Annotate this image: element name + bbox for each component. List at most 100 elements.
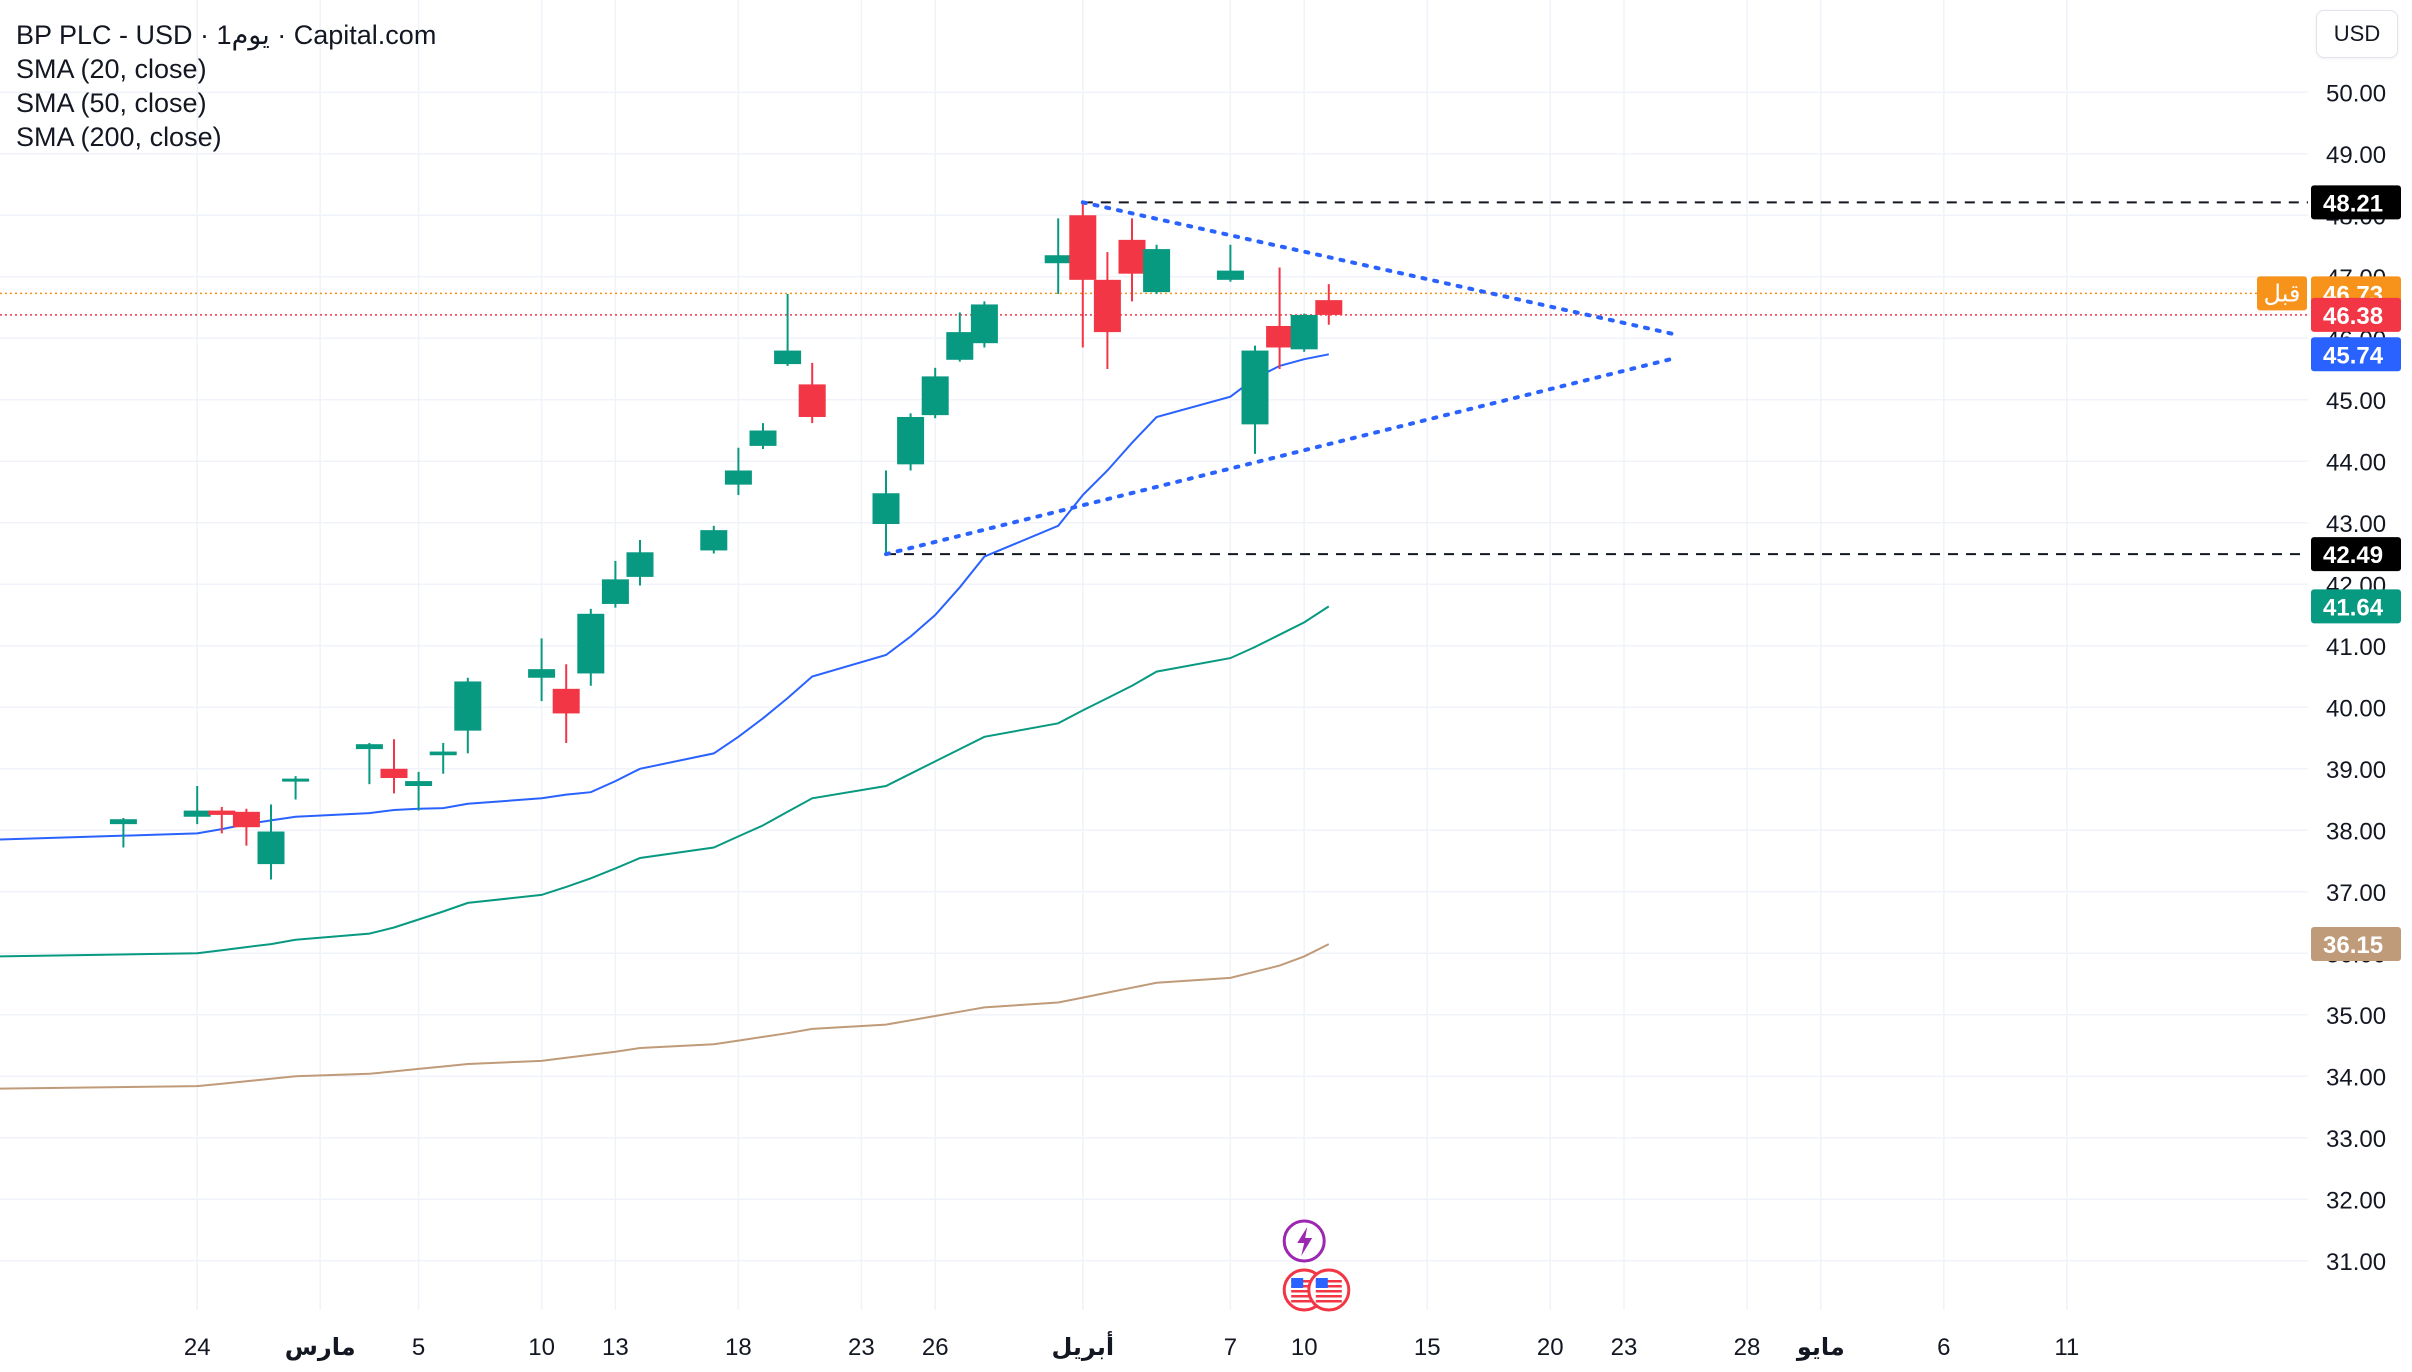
candle xyxy=(1290,313,1318,352)
price-axis-label: 44.00 xyxy=(2326,449,2386,476)
candle xyxy=(724,447,752,496)
candle xyxy=(109,817,137,848)
event-markers[interactable] xyxy=(1282,1219,1351,1312)
candle xyxy=(528,638,556,702)
triangle-trendline[interactable] xyxy=(1080,200,1676,336)
price-axis-label: 49.00 xyxy=(2326,142,2386,169)
us-flag-icon[interactable] xyxy=(1307,1268,1351,1312)
currency-button[interactable]: USD xyxy=(2316,10,2398,58)
sma200-legend[interactable]: SMA (200, close) xyxy=(16,122,222,152)
reference-lines xyxy=(0,292,2308,316)
candle-body xyxy=(282,778,310,782)
price-tag-bg xyxy=(2311,589,2401,624)
candle xyxy=(1241,345,1269,454)
candle xyxy=(429,742,457,774)
candle xyxy=(1044,218,1072,294)
candle-body xyxy=(1093,279,1121,333)
flag-canton xyxy=(1315,1278,1328,1288)
time-axis-label: 26 xyxy=(922,1334,949,1361)
price-tag-bg xyxy=(2311,537,2401,572)
price-tag-value: 36.15 xyxy=(2323,932,2383,959)
price-axis-label: 50.00 xyxy=(2326,80,2386,107)
candle-body xyxy=(774,350,802,365)
price-axis-label: 34.00 xyxy=(2326,1064,2386,1091)
triangle-trendline[interactable] xyxy=(884,356,1676,557)
flag-stripe xyxy=(1315,1300,1342,1303)
time-axis-label: 20 xyxy=(1537,1334,1564,1361)
candle xyxy=(970,301,998,348)
candle-body xyxy=(724,470,752,485)
candle-body xyxy=(1118,239,1146,274)
price-tag-line: 42.49 xyxy=(2311,537,2401,572)
flag-stripe xyxy=(1291,1290,1318,1293)
candle-body xyxy=(946,332,974,360)
flag-stripe xyxy=(1315,1280,1342,1283)
lightning-icon[interactable] xyxy=(1282,1219,1326,1263)
candle xyxy=(552,664,580,743)
sma20-line xyxy=(0,353,1329,841)
candle xyxy=(626,539,654,586)
candle-body xyxy=(749,430,777,446)
candle xyxy=(355,742,383,785)
sma50-line xyxy=(0,605,1330,958)
candle xyxy=(1118,218,1146,302)
candle-body xyxy=(1069,215,1097,280)
candle xyxy=(257,804,285,880)
flag-stripe xyxy=(1291,1285,1318,1288)
candle xyxy=(208,806,236,834)
time-axis-label: 10 xyxy=(1291,1334,1318,1361)
candle-body xyxy=(552,688,580,714)
price-tag-value: 45.74 xyxy=(2323,342,2384,369)
candle-body xyxy=(700,530,728,551)
candle xyxy=(380,739,408,794)
price-axis-label: 37.00 xyxy=(2326,880,2386,907)
symbol-title[interactable]: BP PLC - USD · 1يوم · Capital.com xyxy=(16,20,437,50)
sma20-legend[interactable]: SMA (20, close) xyxy=(16,54,207,84)
price-tag-sma50: 41.64 xyxy=(2311,589,2401,624)
price-tag-bg xyxy=(2311,927,2401,962)
price-axis-label: 31.00 xyxy=(2326,1249,2386,1276)
candle-body xyxy=(1216,270,1244,280)
time-axis-label: 28 xyxy=(1734,1334,1761,1361)
price-tag-last: 46.38 xyxy=(2311,297,2401,332)
candle-body xyxy=(1143,249,1171,293)
candle-body xyxy=(1290,314,1318,350)
time-axis-label: 15 xyxy=(1414,1334,1441,1361)
candle xyxy=(921,367,949,419)
candle xyxy=(577,608,605,686)
price-axis-label: 40.00 xyxy=(2326,695,2386,722)
candle xyxy=(774,293,802,366)
price-axis-label: 39.00 xyxy=(2326,757,2386,784)
candle-body xyxy=(429,751,457,756)
candle-body xyxy=(1266,325,1294,348)
time-axis-label: 11 xyxy=(2054,1334,2079,1361)
trendlines[interactable] xyxy=(884,200,2308,557)
price-axis-label: 32.00 xyxy=(2326,1187,2386,1214)
price-tag-prefix-bg xyxy=(2257,276,2307,311)
price-axis-label: 43.00 xyxy=(2326,511,2386,538)
candle-body xyxy=(355,744,383,750)
time-axis[interactable]: 24 مارس 5 10 13 18 23 26 أبريل 7 10 15 20 23 28 مايو 6 11 xyxy=(184,1331,2079,1361)
price-tag-sma200: 36.15 xyxy=(2311,927,2401,962)
candle-body xyxy=(601,579,629,604)
sma50-legend[interactable]: SMA (50, close) xyxy=(16,88,207,118)
price-axis-label: 35.00 xyxy=(2326,1003,2386,1030)
time-axis-label: 13 xyxy=(602,1334,629,1361)
flag-canton xyxy=(1291,1278,1304,1288)
candle-body xyxy=(257,831,285,865)
price-axis[interactable]: 50.0049.0048.0047.0046.0045.0044.0043.00… xyxy=(2326,80,2386,1276)
price-axis-label: 38.00 xyxy=(2326,818,2386,845)
flag-stripe xyxy=(1315,1290,1342,1293)
candle-body xyxy=(232,811,260,828)
price-axis-label: 33.00 xyxy=(2326,1126,2386,1153)
candle xyxy=(183,786,211,825)
candle xyxy=(1143,244,1171,294)
candle xyxy=(454,677,482,754)
price-tag-value: 42.49 xyxy=(2323,542,2383,569)
time-axis-label: مايو xyxy=(1796,1334,1845,1361)
price-tag-line: 48.21 xyxy=(2311,185,2401,220)
lightning-icon-bolt xyxy=(1297,1227,1313,1256)
sma-lines xyxy=(0,353,1330,1090)
